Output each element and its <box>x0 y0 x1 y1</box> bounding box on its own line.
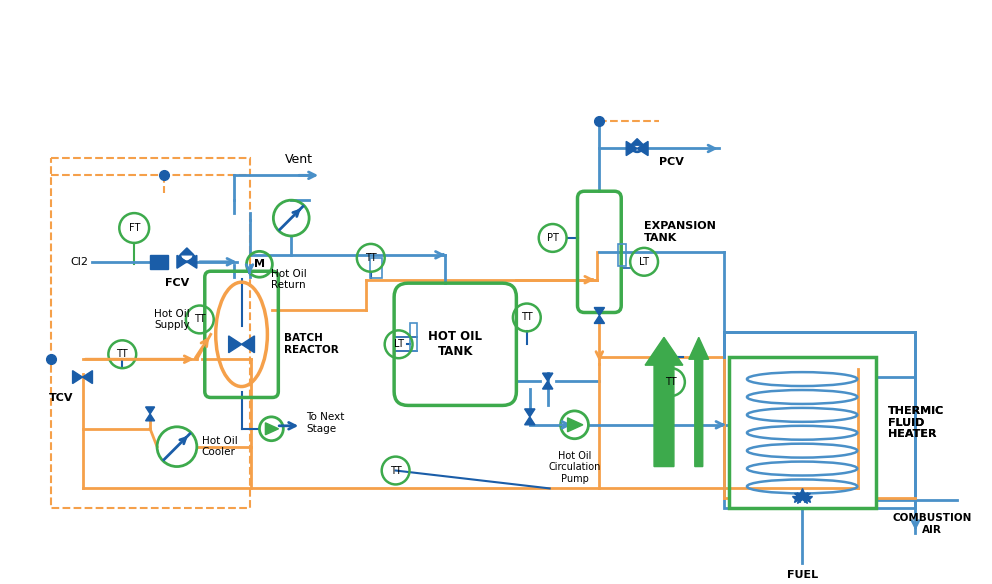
Text: To Next
Stage: To Next Stage <box>307 412 344 434</box>
Polygon shape <box>82 371 92 384</box>
Text: TT: TT <box>365 253 377 263</box>
Text: Hot Oil
Cooler: Hot Oil Cooler <box>201 436 237 457</box>
Text: TT: TT <box>665 377 677 387</box>
Text: TCV: TCV <box>49 393 72 403</box>
Polygon shape <box>266 423 279 434</box>
Text: THERMIC
FLUID
HEATER: THERMIC FLUID HEATER <box>888 406 943 439</box>
Bar <box>723 332 916 508</box>
Text: PT: PT <box>547 233 558 243</box>
Text: PCV: PCV <box>659 158 683 168</box>
Polygon shape <box>543 381 553 389</box>
Text: Hot Oil
Circulation
Pump: Hot Oil Circulation Pump <box>549 451 601 484</box>
Polygon shape <box>186 255 196 268</box>
Bar <box>410 324 418 351</box>
Text: EXPANSION
TANK: EXPANSION TANK <box>644 221 716 243</box>
Bar <box>618 244 626 266</box>
Text: Hot Oil
Return: Hot Oil Return <box>272 269 308 290</box>
Text: BATCH
REACTOR: BATCH REACTOR <box>285 333 339 355</box>
FancyArrow shape <box>645 338 682 467</box>
Polygon shape <box>72 371 82 384</box>
Polygon shape <box>241 336 255 353</box>
Text: TT: TT <box>116 349 128 359</box>
Polygon shape <box>594 308 604 315</box>
Text: TT: TT <box>390 465 402 475</box>
Polygon shape <box>637 141 648 155</box>
Bar <box>51 158 250 508</box>
Text: Hot Oil
Supply: Hot Oil Supply <box>154 309 189 330</box>
Text: FCV: FCV <box>165 278 189 288</box>
Text: TT: TT <box>521 312 533 322</box>
Text: FUEL: FUEL <box>787 570 817 580</box>
Polygon shape <box>567 418 583 432</box>
Text: FT: FT <box>129 223 140 233</box>
Text: THERMIC
FLUID
HEATER: THERMIC FLUID HEATER <box>888 406 943 439</box>
Text: Vent: Vent <box>285 154 313 166</box>
Polygon shape <box>228 336 241 353</box>
Text: M: M <box>254 259 265 269</box>
FancyArrow shape <box>688 338 708 467</box>
Text: LT: LT <box>394 339 404 349</box>
Polygon shape <box>525 409 535 417</box>
Polygon shape <box>146 407 155 414</box>
Polygon shape <box>594 315 604 324</box>
Polygon shape <box>626 141 637 155</box>
Polygon shape <box>146 414 155 421</box>
Bar <box>150 255 168 269</box>
Text: COMBUSTION
AIR: COMBUSTION AIR <box>893 513 972 535</box>
Polygon shape <box>180 248 193 255</box>
Polygon shape <box>631 138 644 145</box>
Text: LT: LT <box>639 257 649 267</box>
Text: TT: TT <box>194 314 205 325</box>
Polygon shape <box>543 373 553 381</box>
Text: Cl2: Cl2 <box>70 257 88 267</box>
Polygon shape <box>525 417 535 425</box>
Bar <box>728 357 876 508</box>
Bar <box>370 258 382 278</box>
Polygon shape <box>177 255 186 268</box>
Text: HOT OIL
TANK: HOT OIL TANK <box>429 331 482 359</box>
